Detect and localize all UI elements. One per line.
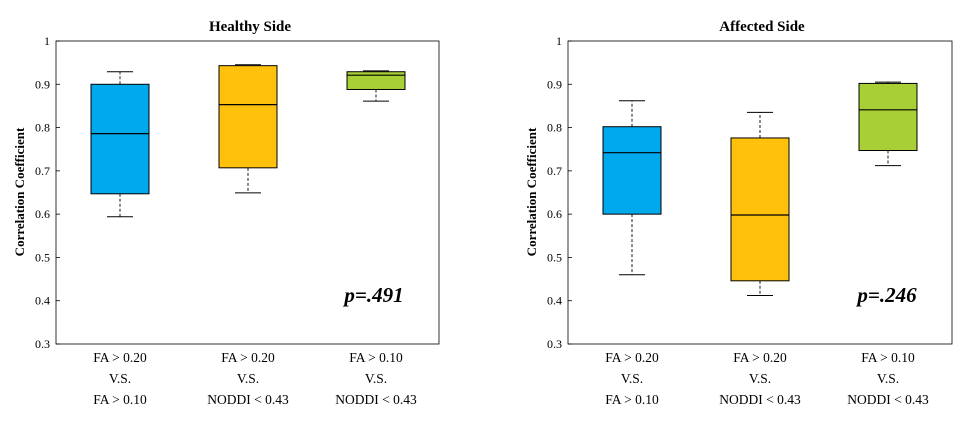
y-tick-label: 0.5 (35, 250, 50, 264)
x-label-fa20-vs-noddi-l3: NODDI < 0.43 (207, 392, 289, 407)
y-tick-label: 0.7 (547, 164, 562, 178)
x-label-fa20-vs-fa10-l2: V.S. (109, 371, 131, 386)
affected-title: Affected Side (719, 19, 805, 35)
x-label-fa10-vs-noddi-l2: V.S. (365, 371, 387, 386)
y-tick-label: 0.4 (35, 294, 50, 308)
iqr-box (858, 82, 918, 152)
affected-ylabel: Correlation Coefficient (524, 127, 539, 256)
y-tick-label: 0.4 (547, 294, 562, 308)
iqr-box (346, 71, 406, 90)
affected-y-ticks: 0.3 0.4 0.5 0.6 0.7 0.8 0.9 1 (547, 34, 572, 351)
x-label-fa10-vs-noddi-l2: V.S. (877, 371, 899, 386)
x-label-fa20-vs-noddi-l2: V.S. (749, 371, 771, 386)
y-tick-label: 0.7 (35, 164, 50, 178)
healthy-p-value: p=.491 (342, 283, 403, 307)
affected-x-labels: FA > 0.20 V.S. FA > 0.10 FA > 0.20 V.S. … (605, 350, 929, 407)
box-plot (858, 81, 918, 167)
x-label-fa10-vs-noddi-l1: FA > 0.10 (861, 350, 915, 365)
x-label-fa20-vs-noddi-l3: NODDI < 0.43 (719, 392, 801, 407)
healthy-boxes (90, 64, 406, 218)
x-label-fa20-vs-fa10-l1: FA > 0.20 (93, 350, 147, 365)
x-label-fa20-vs-noddi-l2: V.S. (237, 371, 259, 386)
x-label-fa20-vs-fa10-l1: FA > 0.20 (605, 350, 659, 365)
box-plot (730, 111, 790, 297)
iqr-box (218, 65, 278, 169)
box-plot (346, 70, 406, 102)
healthy-title: Healthy Side (209, 19, 291, 35)
y-tick-label: 0.5 (547, 250, 562, 264)
x-label-fa20-vs-fa10-l2: V.S. (621, 371, 643, 386)
healthy-side-panel: Healthy Side Correlation Coefficient 0.3… (12, 19, 440, 407)
y-tick-label: 0.9 (547, 77, 562, 91)
x-label-fa10-vs-noddi-l3: NODDI < 0.43 (847, 392, 929, 407)
x-label-fa20-vs-noddi-l1: FA > 0.20 (733, 350, 787, 365)
healthy-x-labels: FA > 0.20 V.S. FA > 0.10 FA > 0.20 V.S. … (93, 350, 417, 407)
y-tick-label: 1 (44, 34, 50, 48)
affected-p-value: p=.246 (855, 283, 917, 307)
y-tick-label: 0.6 (547, 207, 562, 221)
y-tick-label: 0.8 (35, 121, 50, 135)
y-tick-label: 0.9 (35, 77, 50, 91)
iqr-box (602, 126, 662, 215)
iqr-box (730, 137, 790, 282)
iqr-box (90, 83, 150, 195)
y-tick-label: 0.8 (547, 121, 562, 135)
x-label-fa20-vs-fa10-l3: FA > 0.10 (605, 392, 659, 407)
y-tick-label: 0.6 (35, 207, 50, 221)
affected-boxes (602, 81, 918, 297)
box-plot (218, 64, 278, 194)
box-plot (90, 71, 150, 218)
healthy-ylabel: Correlation Coefficient (12, 127, 27, 256)
x-label-fa20-vs-noddi-l1: FA > 0.20 (221, 350, 275, 365)
y-tick-label: 1 (556, 34, 562, 48)
x-label-fa20-vs-fa10-l3: FA > 0.10 (93, 392, 147, 407)
x-label-fa10-vs-noddi-l3: NODDI < 0.43 (335, 392, 417, 407)
y-tick-label: 0.3 (547, 337, 562, 351)
box-plot (602, 100, 662, 276)
healthy-y-ticks: 0.3 0.4 0.5 0.6 0.7 0.8 0.9 1 (35, 34, 60, 351)
x-label-fa10-vs-noddi-l1: FA > 0.10 (349, 350, 403, 365)
y-tick-label: 0.3 (35, 337, 50, 351)
affected-side-panel: Affected Side Correlation Coefficient 0.… (524, 19, 953, 407)
